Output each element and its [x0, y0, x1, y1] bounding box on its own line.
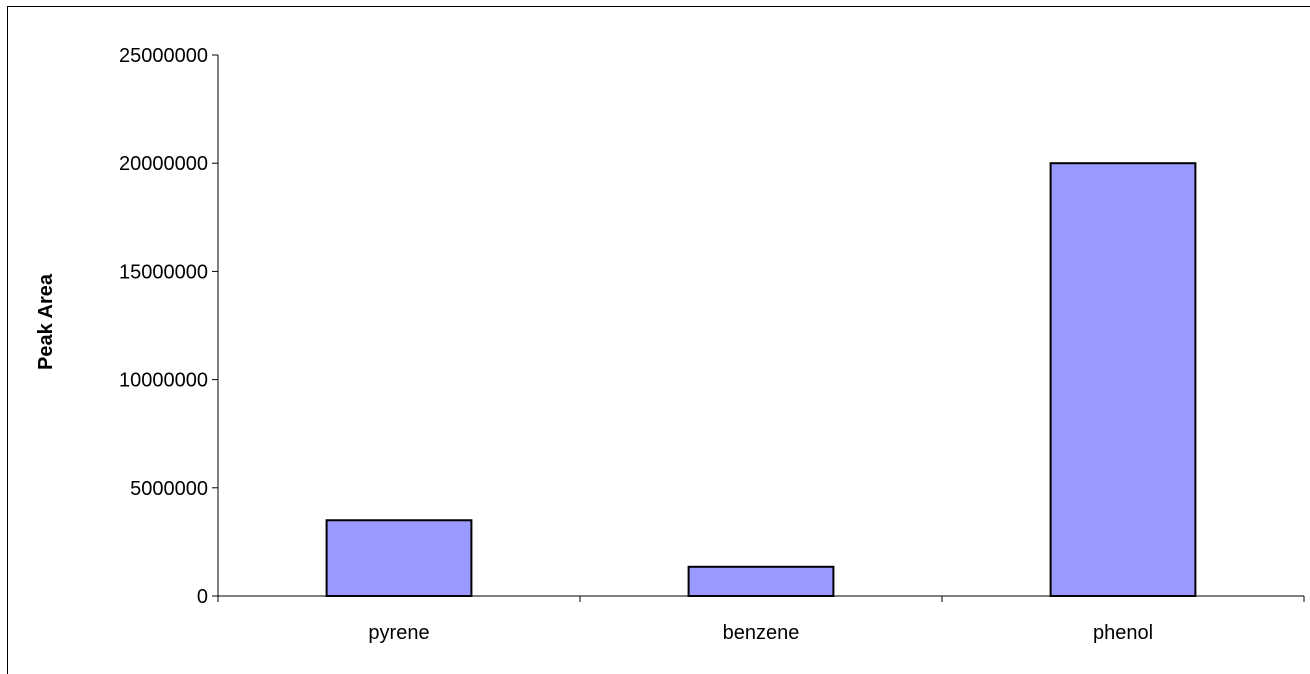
y-tick-label: 20000000	[119, 153, 208, 175]
y-tick-labels: 0 5000000 10000000 15000000 20000000 25000000	[119, 45, 208, 608]
y-tick-label: 0	[197, 586, 208, 608]
y-tick-label: 15000000	[119, 261, 208, 283]
x-tick-labels: pyrene benzene phenol	[368, 622, 1153, 644]
bars-layer	[325, 162, 1197, 598]
y-tick-label: 5000000	[130, 478, 208, 500]
bar-pyrene	[325, 519, 473, 598]
y-tick-label: 25000000	[119, 45, 208, 67]
bar-phenol	[1049, 162, 1197, 597]
axes-layer	[212, 54, 1305, 602]
bar-benzene	[687, 565, 835, 598]
x-tick-label-benzene: benzene	[723, 622, 800, 644]
y-axis-title: Peak Area	[35, 273, 57, 370]
y-tick-label: 10000000	[119, 370, 208, 392]
x-tick-label-phenol: phenol	[1093, 622, 1153, 644]
x-tick-label-pyrene: pyrene	[368, 622, 429, 644]
